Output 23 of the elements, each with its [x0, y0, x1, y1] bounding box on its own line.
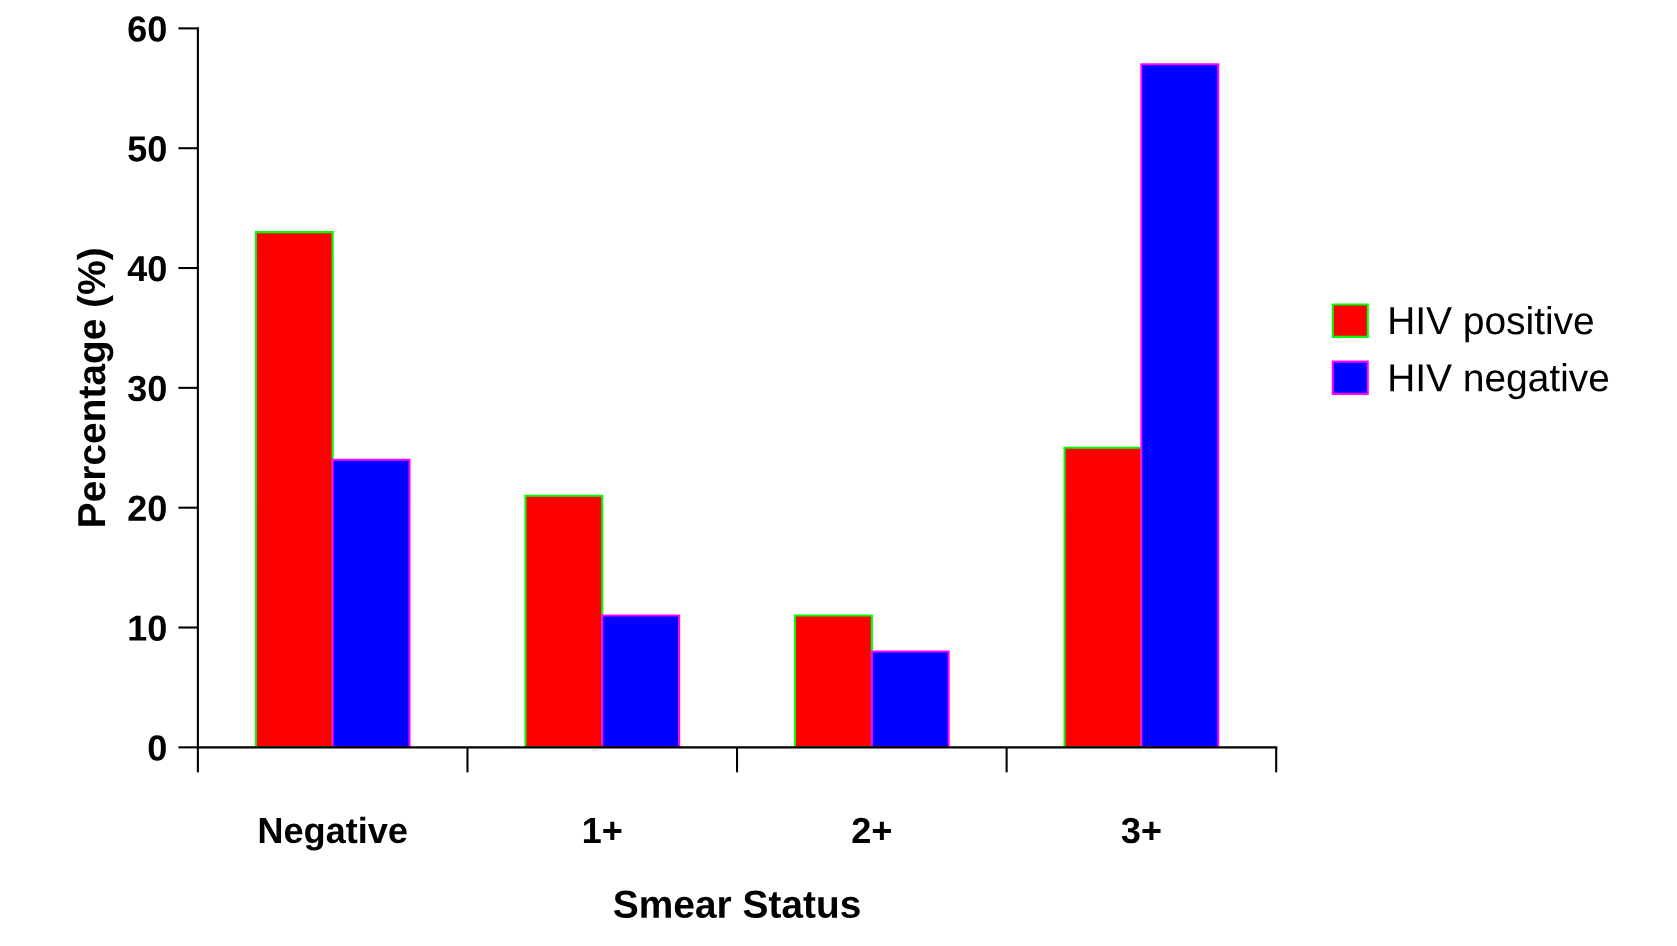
bar: [601, 614, 681, 748]
y-tick-label: 50: [128, 136, 166, 162]
bar: [870, 650, 950, 748]
y-tick-label: 60: [128, 16, 166, 42]
bar: [793, 614, 873, 748]
legend-label: HIV positive: [1390, 305, 1593, 343]
y-tick-label: 0: [148, 735, 166, 761]
x-tick-label: 3+: [1121, 817, 1161, 844]
x-tick-label: 1+: [583, 818, 622, 843]
y-tick-label: 10: [129, 615, 166, 641]
x-tick-label: 2+: [852, 817, 891, 843]
x-axis-title: Smear Status: [613, 890, 860, 919]
y-tick-label: 30: [128, 375, 166, 402]
legend-label: HIV negative: [1390, 363, 1609, 400]
y-tick-label: 20: [128, 495, 166, 522]
bar: [1140, 63, 1220, 748]
bar: [331, 458, 411, 748]
bar: [1063, 446, 1143, 748]
y-tick-label: 40: [127, 255, 166, 282]
bar: [254, 231, 334, 748]
x-tick-label: Negative: [259, 816, 407, 851]
bar: [524, 494, 604, 748]
y-axis-title: Percentage (%): [76, 249, 114, 526]
